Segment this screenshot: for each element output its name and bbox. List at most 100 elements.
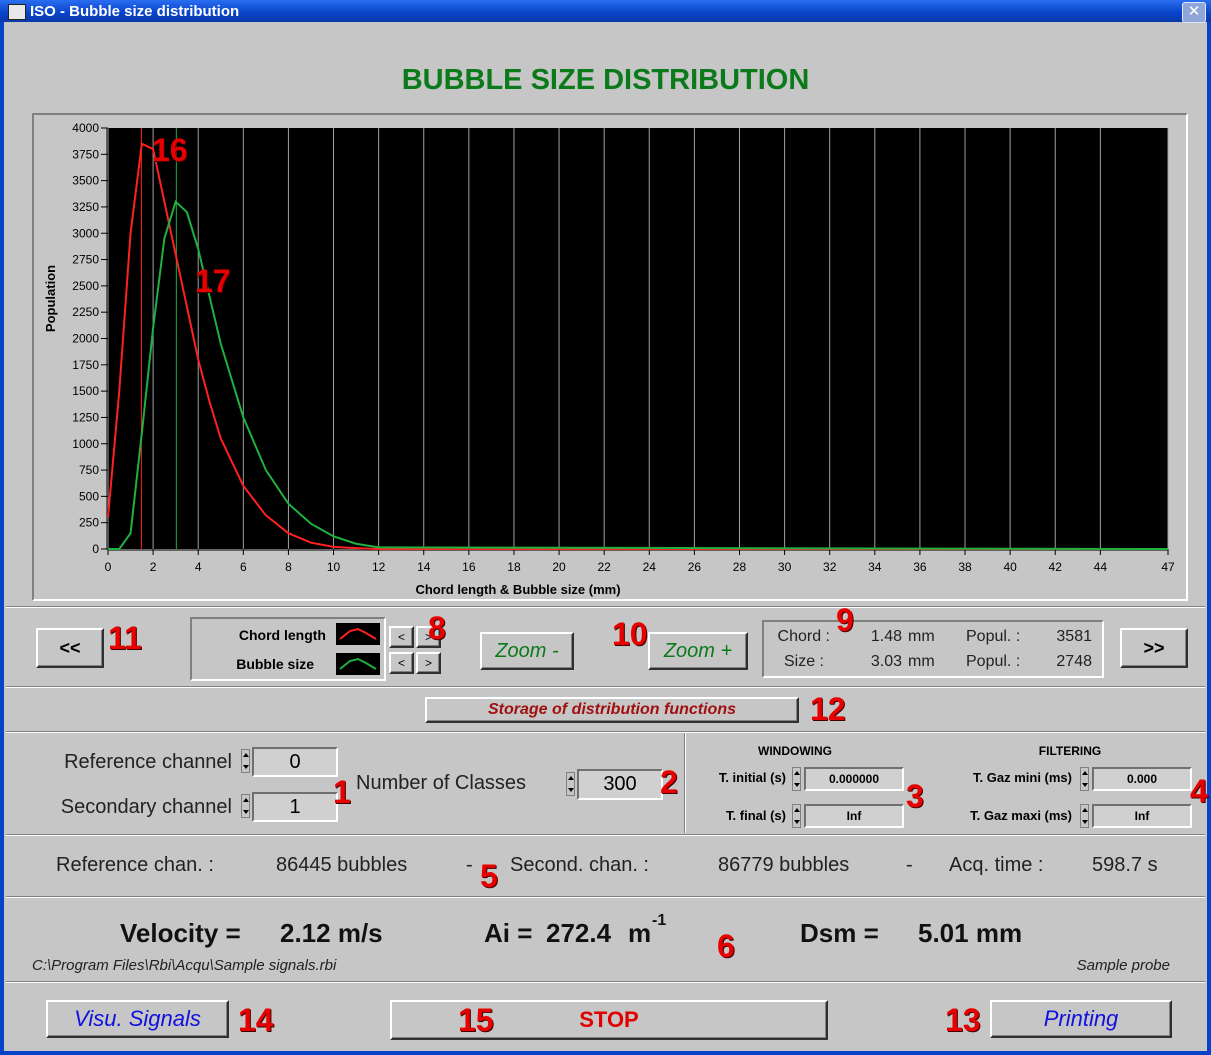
group-title: FILTERING <box>1038 744 1102 758</box>
stat-value: 86779 bubbles <box>718 854 850 876</box>
zoom-in-button[interactable]: Zoom + <box>648 632 748 670</box>
cursor-label: Popul. : <box>966 628 1021 645</box>
x-tick-label: 4 <box>195 560 202 574</box>
y-tick-label: 3000 <box>72 226 99 240</box>
x-tick-label: 32 <box>823 560 837 574</box>
result-value: 272.4 <box>546 918 612 948</box>
separator <box>684 733 686 833</box>
result-value: 5.01 mm <box>918 918 1023 948</box>
callout: 15 <box>458 1002 494 1038</box>
x-tick-label: 26 <box>688 560 702 574</box>
x-tick-label: 10 <box>327 560 341 574</box>
zoom-out-button[interactable]: Zoom - <box>480 632 574 670</box>
cursor-label: Chord : <box>777 628 830 645</box>
x-tick-label: 28 <box>733 560 747 574</box>
result-label: Ai = <box>484 918 533 948</box>
separator <box>6 896 1205 898</box>
x-tick-label: 8 <box>285 560 292 574</box>
cursor-right-button[interactable]: > <box>416 626 441 648</box>
x-axis-label: Chord length & Bubble size (mm) <box>415 582 620 597</box>
cursor-value: 2748 <box>1056 653 1092 670</box>
close-button[interactable]: ✕ <box>1182 2 1206 23</box>
cursor-unit: mm <box>908 653 935 670</box>
callout: 17 <box>195 263 231 299</box>
x-tick-label: 30 <box>778 560 792 574</box>
series-line <box>108 199 1169 550</box>
cursor-value: 3581 <box>1056 628 1092 645</box>
x-tick-label: 40 <box>1003 560 1017 574</box>
t-final-field[interactable]: Inf <box>804 804 904 828</box>
storage-button[interactable]: Storage of distribution functions <box>425 697 799 723</box>
y-tick-label: 1000 <box>72 437 99 451</box>
separator <box>6 834 1205 836</box>
stat-separator: - <box>466 854 473 876</box>
cursor-value: 1.48 <box>870 628 902 645</box>
secondary-channel-field[interactable]: 1 <box>252 792 338 822</box>
stat-label: Second. chan. : <box>510 854 649 876</box>
y-tick-label: 250 <box>79 516 99 530</box>
callout: 9 <box>836 602 854 638</box>
window-title: ISO - Bubble size distribution <box>30 3 240 20</box>
spinner[interactable] <box>792 767 801 791</box>
field-label: T. initial (s) <box>718 770 786 785</box>
y-tick-label: 1250 <box>72 410 99 424</box>
stat-value: 598.7 s <box>1092 854 1158 876</box>
reference-channel-field[interactable]: 0 <box>252 747 338 777</box>
y-axis-label: Population <box>43 265 58 332</box>
t-gaz-maxi-field[interactable]: Inf <box>1092 804 1192 828</box>
field-label: T. Gaz maxi (ms) <box>970 808 1072 823</box>
spinner[interactable] <box>566 772 575 796</box>
x-tick-label: 42 <box>1049 560 1063 574</box>
stat-value: 86445 bubbles <box>276 854 408 876</box>
y-tick-label: 3500 <box>72 174 99 188</box>
stat-label: Reference chan. : <box>56 854 214 876</box>
prev-button[interactable]: << <box>36 628 104 668</box>
cursor-right-button[interactable]: > <box>416 652 441 674</box>
y-tick-label: 3750 <box>72 147 99 161</box>
spinner[interactable] <box>1080 767 1089 791</box>
cursor-left-button[interactable]: < <box>389 626 414 648</box>
x-tick-label: 36 <box>913 560 927 574</box>
group-title: WINDOWING <box>758 744 832 758</box>
legend-swatches <box>336 623 380 675</box>
field-label: T. Gaz mini (ms) <box>973 770 1072 785</box>
printing-button[interactable]: Printing <box>990 1000 1172 1038</box>
plot-area <box>108 128 1168 549</box>
field-label: Number of Classes <box>356 772 527 794</box>
y-tick-label: 0 <box>92 542 99 556</box>
visu-signals-button[interactable]: Visu. Signals <box>46 1000 229 1038</box>
legend <box>190 617 386 681</box>
callout: 3 <box>906 778 924 814</box>
classes-field[interactable]: 300 <box>577 769 663 800</box>
graph: 0 2 4 6 8 10 12 14 16 18 20 22 24 26 28 30 32 34 36 38 40 42 4… <box>43 121 1175 597</box>
field-label: T. final (s) <box>726 808 786 823</box>
callout: 13 <box>945 1002 981 1038</box>
y-tick-label: 500 <box>79 489 99 503</box>
cursor-label: Popul. : <box>966 653 1021 670</box>
separator <box>6 606 1205 608</box>
series-line <box>107 142 1168 550</box>
next-button[interactable]: >> <box>1120 628 1188 668</box>
spinner[interactable] <box>241 794 250 818</box>
result-label: Dsm = <box>800 918 879 948</box>
t-initial-field[interactable]: 0.000000 <box>804 767 904 791</box>
x-tick-label: 0 <box>105 560 112 574</box>
result-label: Velocity = <box>120 918 241 948</box>
x-tick-label: 44 <box>1094 560 1108 574</box>
spinner[interactable] <box>1080 804 1089 828</box>
spinner[interactable] <box>241 749 250 773</box>
t-gaz-mini-field[interactable]: 0.000 <box>1092 767 1192 791</box>
callout: 1 <box>333 774 351 810</box>
callout: 12 <box>810 691 846 727</box>
stop-button[interactable]: STOP <box>390 1000 828 1040</box>
spinner[interactable] <box>792 804 801 828</box>
graph-panel <box>32 113 1188 601</box>
x-tick-label: 12 <box>372 560 386 574</box>
app-icon <box>8 4 26 20</box>
y-tick-label: 2750 <box>72 253 99 267</box>
legend-swatch <box>336 653 380 675</box>
callout: 16 <box>152 132 188 168</box>
cursor-left-button[interactable]: < <box>389 652 414 674</box>
legend-label: Chord length <box>238 627 326 643</box>
callout: 10 <box>612 616 648 652</box>
